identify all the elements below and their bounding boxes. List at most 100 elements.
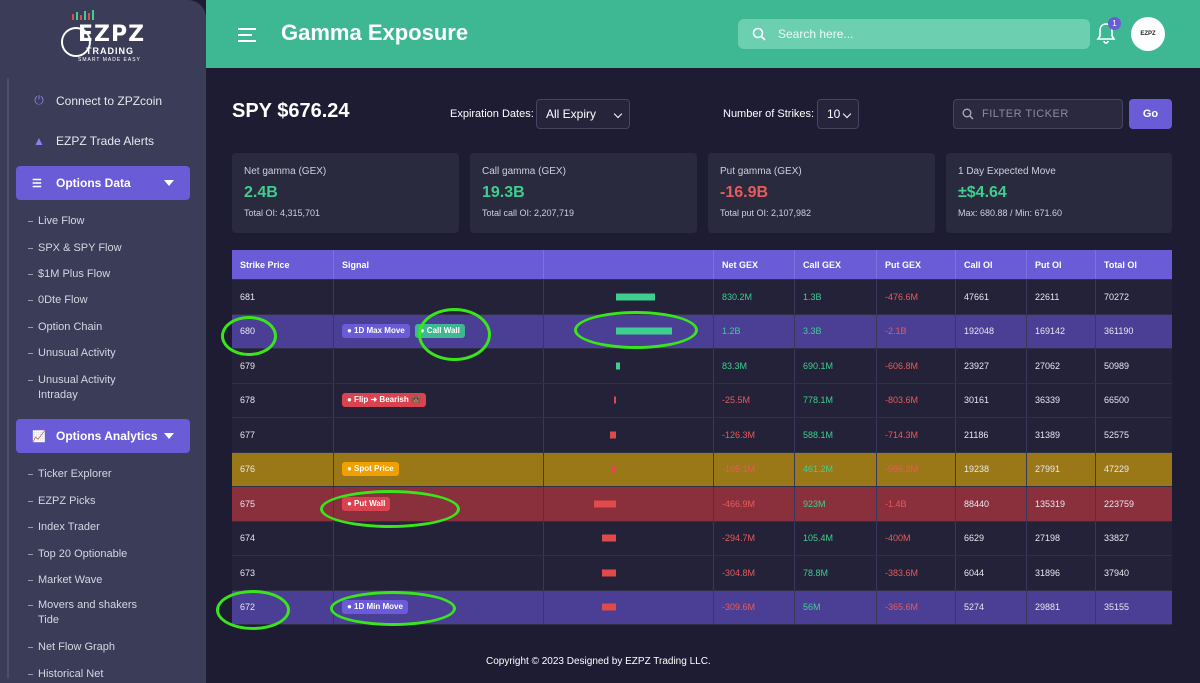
sidebar-item-net-flow-graph[interactable]: Net Flow Graph	[27, 641, 116, 653]
sidebar-item-1m-plus-flow[interactable]: $1M Plus Flow	[27, 268, 111, 280]
cell-put-gex: -383.6M	[877, 556, 956, 590]
cell-call-gex: 78.8M	[795, 556, 877, 590]
notification-badge: 1	[1108, 17, 1121, 30]
cell-gex-bar	[544, 280, 714, 314]
sidebar-item-top-20-optionable[interactable]: Top 20 Optionable	[27, 548, 128, 560]
search-bar[interactable]	[738, 19, 1090, 49]
header-total-oi[interactable]: Total OI	[1104, 259, 1137, 270]
cell-total-oi: 35155	[1104, 602, 1130, 613]
sidebar-item-movers-shakers[interactable]: Movers and shakers Tide	[28, 598, 158, 628]
avatar[interactable]: EZPZ	[1131, 17, 1165, 51]
ticker-price-title: SPY $676.24	[232, 100, 350, 122]
sidebar-item-label: Connect to ZPZcoin	[56, 93, 163, 108]
sidebar-item-ezpz-picks[interactable]: EZPZ Picks	[27, 495, 96, 507]
sidebar-item-live-flow[interactable]: Live Flow	[27, 215, 85, 227]
table-row[interactable]: 677 -126.3M 588.1M -714.3M 21186 31389 52575	[232, 418, 1172, 453]
card-value: -16.9B	[720, 184, 769, 201]
logo-subtext: TRADING	[86, 46, 134, 56]
table-row[interactable]: 675 ● Put Wall -466.9M 923M -1.4B 88440 135319…	[232, 487, 1172, 522]
header-put-gex[interactable]: Put GEX	[877, 250, 956, 279]
table-row[interactable]: 680 ● 1D Max Move ● Call Wall 1.2B 3.3B -2.1B…	[232, 314, 1172, 349]
table-row[interactable]: 678 ● Flip ➜ Bearish 🐻 -25.5M 778.1M -803.6M…	[232, 383, 1172, 418]
cell-signal	[334, 521, 544, 555]
table-row[interactable]: 672 ● 1D Min Move -309.6M 56M -365.6M 5274 298…	[232, 590, 1172, 625]
cell-strike: 677	[232, 418, 334, 452]
cell-total-oi: 70272	[1104, 291, 1130, 302]
sidebar-item-option-chain[interactable]: Option Chain	[27, 321, 103, 333]
hamburger-menu-icon[interactable]	[238, 28, 256, 42]
cell-total-oi: 47229	[1104, 464, 1130, 475]
sidebar-item-trade-alerts[interactable]: ▲ EZPZ Trade Alerts	[32, 134, 154, 148]
positive-gex-bar	[616, 362, 620, 370]
header-call-oi[interactable]: Call OI	[956, 250, 1027, 279]
sidebar-item-0dte-flow[interactable]: 0Dte Flow	[28, 294, 88, 306]
cell-call-gex: 923M	[795, 487, 877, 521]
logo[interactable]: EZPZ TRADING SMART MADE EASY	[58, 8, 154, 64]
sidebar-item-historical-net[interactable]: Historical Net	[27, 668, 104, 680]
strikes-select[interactable]: 10	[817, 99, 859, 129]
negative-gex-bar	[609, 431, 616, 439]
table-row[interactable]: 676 ● Spot Price -105.1M 461.2M -566.3M 19238…	[232, 452, 1172, 487]
table-row[interactable]: 674 -294.7M 105.4M -400M 6629 27198 33827	[232, 521, 1172, 556]
header-call-gex[interactable]: Call GEX	[795, 250, 877, 279]
sidebar-item-spx-spy-flow[interactable]: SPX & SPY Flow	[28, 242, 122, 254]
cell-call-oi: 6044	[956, 556, 1027, 590]
signal-badge: ● 1D Max Move	[342, 324, 410, 339]
header-put-oi[interactable]: Put OI	[1027, 250, 1096, 279]
expiration-select[interactable]: All Expiry	[536, 99, 630, 129]
header-strike-price[interactable]: Strike Price	[232, 250, 334, 279]
sidebar-item-ticker-explorer[interactable]: Ticker Explorer	[28, 468, 112, 480]
sidebar-item-connect-zpzcoin[interactable]: ⏻ Connect to ZPZcoin	[32, 93, 162, 108]
signal-badge: ● Spot Price	[342, 462, 399, 477]
cell-total-oi: 361190	[1104, 326, 1134, 337]
expected-move-card: 1 Day Expected Move ±$4.64 Max: 680.88 /…	[946, 153, 1172, 233]
cell-put-gex: -606.8M	[877, 349, 956, 383]
table-icon: ☰	[32, 177, 42, 190]
card-subtext: Total call OI: 2,207,719	[482, 208, 575, 218]
cell-call-gex: 56M	[795, 590, 877, 624]
cell-call-gex: 778.1M	[795, 383, 877, 417]
sidebar-item-unusual-activity[interactable]: Unusual Activity	[28, 347, 116, 359]
negative-gex-bar	[614, 396, 616, 404]
cell-strike: 675	[232, 487, 334, 521]
section-options-data[interactable]: ☰ Options Data	[16, 166, 190, 200]
expiration-label: Expiration Dates:	[450, 108, 534, 120]
search-icon	[752, 27, 766, 41]
cell-put-gex: -365.6M	[877, 590, 956, 624]
cell-put-oi: 22611	[1027, 280, 1096, 314]
cell-gex-bar	[544, 349, 714, 383]
table-row[interactable]: 679 83.3M 690.1M -606.8M 23927 27062 50989	[232, 349, 1172, 384]
go-button[interactable]: Go	[1129, 99, 1172, 129]
cell-total-oi: 50989	[1104, 360, 1130, 371]
header-signal[interactable]: Signal	[334, 250, 544, 279]
sidebar-item-index-trader[interactable]: Index Trader	[28, 521, 100, 533]
chevron-down-icon	[613, 109, 623, 119]
positive-gex-bar	[616, 327, 672, 335]
cell-total-oi: 37940	[1104, 567, 1130, 578]
search-input[interactable]	[778, 27, 1078, 41]
section-options-analytics[interactable]: 📈 Options Analytics	[16, 419, 190, 453]
cell-call-gex: 461.2M	[795, 452, 877, 486]
sidebar: EZPZ TRADING SMART MADE EASY ⏻ Connect t…	[0, 0, 206, 683]
cell-total-oi: 223759	[1104, 498, 1135, 509]
table-row[interactable]: 673 -304.8M 78.8M -383.6M 6044 31896 37940	[232, 556, 1172, 591]
cell-put-oi: 29881	[1027, 590, 1096, 624]
strikes-value: 10	[827, 107, 841, 121]
sidebar-item-market-wave[interactable]: Market Wave	[27, 574, 103, 586]
cell-call-oi: 21186	[956, 418, 1027, 452]
logo-chart-icon	[61, 10, 94, 57]
cell-call-gex: 105.4M	[795, 521, 877, 555]
cell-net-gex: 830.2M	[714, 280, 795, 314]
positive-gex-bar	[616, 293, 655, 301]
cell-put-gex: -476.6M	[877, 280, 956, 314]
cell-net-gex: -25.5M	[714, 383, 795, 417]
header-net-gex[interactable]: Net GEX	[714, 250, 795, 279]
cell-call-gex: 3.3B	[795, 314, 877, 348]
table-row[interactable]: 681 830.2M 1.3B -476.6M 47661 22611 70272	[232, 280, 1172, 315]
sidebar-item-unusual-activity-intraday[interactable]: Unusual Activity Intraday	[28, 373, 148, 403]
filter-ticker-box[interactable]	[953, 99, 1123, 129]
filter-ticker-input[interactable]	[982, 108, 1122, 120]
card-label: Put gamma (GEX)	[720, 166, 802, 177]
cell-strike: 673	[232, 556, 334, 590]
expiration-value: All Expiry	[546, 107, 597, 121]
